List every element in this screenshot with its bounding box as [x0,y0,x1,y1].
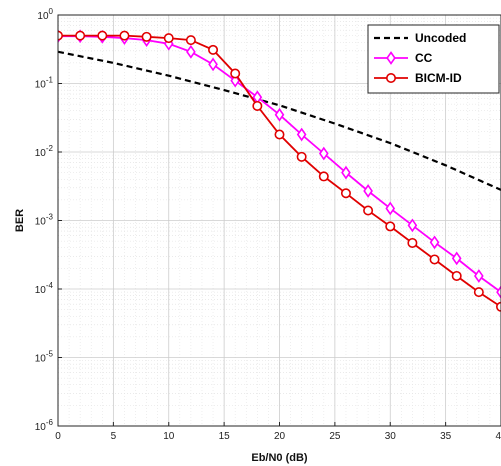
x-tick-label: 15 [219,431,231,442]
data-point [230,68,241,79]
y-axis-label: BER [14,209,26,232]
x-tick-label: 25 [329,431,341,442]
data-point [385,201,396,216]
x-tick-label: 5 [111,431,117,442]
y-tick-label: 10-5 [35,350,54,365]
x-tick-label: 10 [163,431,175,442]
legend-entry: Uncoded [415,31,466,45]
legend-entry: BICM-ID [415,71,462,85]
series-uncoded [58,50,501,191]
legend-marker [386,51,396,65]
x-tick-label: 35 [440,431,452,442]
data-point [429,254,440,265]
data-point [318,171,329,182]
data-point [363,184,373,198]
data-point [496,285,501,300]
data-point [58,30,63,41]
y-tick-label: 10-4 [35,281,54,296]
data-point [296,151,307,162]
data-point [474,269,484,283]
data-point [340,188,351,199]
data-point [407,218,418,233]
series-line [58,50,501,191]
y-tick-label: 10-3 [35,213,54,228]
data-point [318,146,329,161]
ticks: 0 5 10 15 20 25 30 35 40 100 10-1 10-2 10-3 10-4 10-5 1… [35,7,501,442]
y-tick-label: 10-1 [35,76,54,91]
data-point [363,205,374,216]
series-bicm-id [58,30,501,312]
y-tick-label: 100 [37,7,53,22]
data-point [208,44,219,55]
data-point [407,237,418,248]
data-point [141,31,152,42]
data-point [296,127,307,142]
legend: Uncoded CC BICM-ID [367,24,500,94]
data-point [451,251,462,266]
y-tick-label: 10-6 [35,418,54,433]
x-tick-label: 0 [55,431,61,442]
data-point [274,129,285,140]
data-point [451,270,462,281]
data-point [97,30,108,41]
data-point [163,33,174,44]
data-point [185,35,196,46]
data-point [429,235,440,250]
legend-entry: CC [415,51,433,65]
y-tick-label: 10-2 [35,144,54,159]
data-point [274,107,285,122]
x-tick-label: 40 [495,431,501,442]
data-point [385,221,396,232]
x-axis-label: Eb/N0 (dB) [251,452,308,464]
x-tick-label: 30 [385,431,397,442]
data-point [75,30,86,41]
series-layer [58,29,501,312]
data-point [186,44,196,59]
data-point [496,301,501,312]
data-point [473,287,484,298]
data-point [208,57,218,72]
data-point [341,165,351,180]
legend-marker [385,73,396,84]
data-point [252,100,263,111]
data-point [119,30,130,41]
x-tick-label: 20 [274,431,286,442]
